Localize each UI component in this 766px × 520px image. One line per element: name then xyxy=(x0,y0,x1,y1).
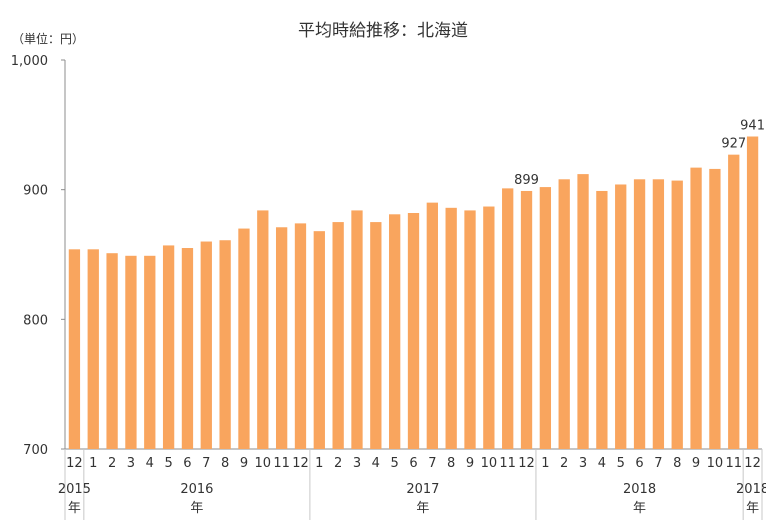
x-tick-label: 8 xyxy=(221,456,229,471)
x-tick-label: 10 xyxy=(707,456,724,471)
bar xyxy=(313,231,325,449)
bar xyxy=(238,228,250,449)
x-tick-label: 7 xyxy=(428,456,436,471)
unit-label: （単位：円） xyxy=(12,32,85,46)
y-tick-label: 800 xyxy=(23,313,48,328)
year-label: 2017 xyxy=(406,482,439,497)
data-label: 941 xyxy=(740,119,765,134)
bar xyxy=(106,253,118,449)
bar xyxy=(426,202,438,449)
x-tick-label: 1 xyxy=(315,456,323,471)
y-tick-label: 900 xyxy=(23,184,48,199)
data-label: 927 xyxy=(721,137,746,152)
bar xyxy=(370,222,382,449)
x-tick-label: 8 xyxy=(447,456,455,471)
x-tick-label: 2 xyxy=(560,456,568,471)
bar xyxy=(125,255,137,449)
x-tick-label: 12 xyxy=(518,456,535,471)
y-tick-label: 1,000 xyxy=(11,54,48,69)
bar xyxy=(87,249,99,449)
year-label: 2018 xyxy=(736,482,766,497)
year-label: 2016 xyxy=(180,482,213,497)
bar xyxy=(671,180,683,449)
x-tick-label: 9 xyxy=(240,456,248,471)
x-tick-label: 4 xyxy=(598,456,606,471)
x-tick-label: 10 xyxy=(255,456,272,471)
year-suffix-label: 年 xyxy=(68,501,81,516)
bar xyxy=(162,245,175,449)
x-tick-label: 2 xyxy=(334,456,342,471)
y-tick-label: 700 xyxy=(23,443,48,458)
x-tick-label: 10 xyxy=(481,456,498,471)
chart-title: 平均時給推移：北海道 xyxy=(298,21,468,41)
x-tick-label: 3 xyxy=(127,456,135,471)
x-tick-label: 11 xyxy=(725,456,742,471)
bar xyxy=(746,136,759,449)
year-suffix-label: 年 xyxy=(416,501,429,516)
bar xyxy=(257,210,269,449)
x-tick-label: 6 xyxy=(635,456,643,471)
x-tick-label: 2 xyxy=(108,456,116,471)
bar xyxy=(144,255,156,449)
bar xyxy=(539,187,552,449)
bar xyxy=(68,249,81,449)
x-tick-label: 7 xyxy=(654,456,662,471)
x-tick-label: 6 xyxy=(409,456,417,471)
x-tick-label: 6 xyxy=(183,456,191,471)
bar xyxy=(294,223,307,449)
bar xyxy=(728,154,740,449)
x-tick-label: 3 xyxy=(579,456,587,471)
x-tick-label: 5 xyxy=(391,456,399,471)
x-tick-label: 12 xyxy=(66,456,83,471)
bar xyxy=(577,174,589,449)
x-tick-label: 8 xyxy=(673,456,681,471)
bar xyxy=(615,184,627,450)
bar xyxy=(596,190,608,450)
year-suffix-label: 年 xyxy=(190,501,203,516)
year-label: 2018 xyxy=(623,482,656,497)
x-tick-label: 4 xyxy=(146,456,154,471)
x-tick-label: 12 xyxy=(292,456,309,471)
bar xyxy=(690,167,702,449)
bar xyxy=(464,210,476,449)
bar xyxy=(520,190,533,450)
x-tick-label: 1 xyxy=(89,456,97,471)
bar xyxy=(709,168,721,450)
x-tick-label: 5 xyxy=(164,456,172,471)
x-tick-label: 12 xyxy=(744,456,761,471)
year-suffix-label: 年 xyxy=(746,501,759,516)
x-tick-label: 1 xyxy=(541,456,549,471)
bar xyxy=(483,206,495,449)
bar xyxy=(351,210,363,449)
bar xyxy=(389,214,401,449)
x-tick-label: 4 xyxy=(372,456,380,471)
bar xyxy=(652,179,665,449)
bar xyxy=(200,241,212,449)
x-tick-label: 9 xyxy=(466,456,474,471)
bar xyxy=(219,240,231,449)
bar xyxy=(633,179,646,449)
x-tick-label: 3 xyxy=(353,456,361,471)
bar xyxy=(407,213,420,449)
x-tick-label: 11 xyxy=(499,456,516,471)
year-suffix-label: 年 xyxy=(633,501,646,516)
data-label: 899 xyxy=(514,173,539,188)
bar xyxy=(181,248,194,449)
year-label: 2015 xyxy=(58,482,91,497)
x-tick-label: 5 xyxy=(617,456,625,471)
bar xyxy=(502,188,514,449)
bar xyxy=(445,207,457,449)
x-tick-label: 9 xyxy=(692,456,700,471)
bar xyxy=(558,179,570,449)
bar xyxy=(332,222,344,449)
bar xyxy=(275,227,288,449)
x-tick-label: 11 xyxy=(273,456,290,471)
x-tick-label: 7 xyxy=(202,456,210,471)
